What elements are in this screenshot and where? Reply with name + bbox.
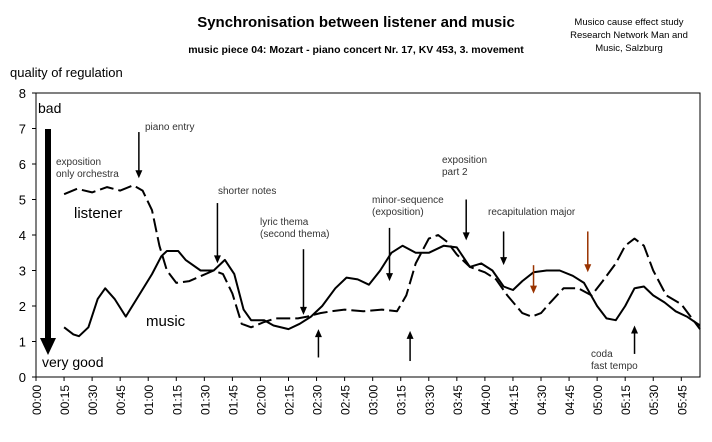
annotation-arrow-head [299,306,307,315]
annotation-line: part 2 [442,167,468,178]
annotation-arrow-head [500,257,508,266]
y-tick-label: 1 [19,335,26,350]
annotation-line: lyric thema [260,217,309,228]
x-axis: 00:00 00:15 00:30 00:45 01:00 01:15 01:30 01:45… [30,377,689,415]
annotation-line: exposition [56,157,101,168]
credit-line-3: Music, Salzburg [595,43,663,54]
scale-arrow: bad very good [38,100,103,370]
x-tick-label: 04:15 [507,385,521,415]
x-tick-label: 05:15 [619,385,633,415]
plot-area [35,92,701,378]
series-line-music [63,244,701,338]
x-tick-label: 01:15 [170,385,184,415]
x-tick-label: 04:30 [535,385,549,415]
series-label-listener: listener [74,205,122,222]
series-line-listener [63,184,701,330]
annotation-recapitulation: recapitulation major [488,207,576,218]
annotation-arrow-head [135,170,143,179]
annotation-line: fast tempo [591,361,638,372]
y-tick-label: 8 [19,86,26,101]
annotation-line: (exposition) [372,207,424,218]
series-label-music: music [146,313,186,330]
x-tick-label: 01:45 [226,385,240,415]
scale-bottom-label: very good [42,354,103,370]
annotation-arrow-head [386,273,394,282]
y-tick-label: 3 [19,264,26,279]
y-tick-label: 2 [19,299,26,314]
x-tick-label: 03:00 [367,385,381,415]
annotation-line: piano entry [145,122,194,133]
x-tick-label: 03:15 [395,385,409,415]
scale-arrow-head [40,338,56,355]
annotation-exposition-part2: exposition part 2 [442,155,490,178]
annotation-lyric-thema: lyric thema (second thema) [260,217,329,240]
scale-top-label: bad [38,100,61,116]
x-tick-label: 02:45 [339,385,353,415]
annotation-line: minor-sequence [372,195,444,206]
x-tick-label: 02:15 [283,385,297,415]
x-tick-label: 05:00 [591,385,605,415]
y-axis: 0 1 2 3 4 5 6 7 8 [19,86,36,385]
series-group [63,184,701,338]
y-tick-label: 4 [19,228,26,243]
x-tick-label: 02:30 [311,385,325,415]
y-tick-label: 7 [19,122,26,137]
x-tick-label: 05:30 [647,385,661,415]
annotation-line: only orchestra [56,169,119,180]
annotation-line: (second thema) [260,229,329,240]
x-tick-label: 00:45 [114,385,128,415]
annotation-line: exposition [442,155,487,166]
chart-subtitle: music piece 04: Mozart - piano concert N… [188,44,524,56]
x-tick-label: 00:15 [58,385,72,415]
arrows-group [135,132,639,362]
x-tick-label: 01:00 [142,385,156,415]
annotation-arrow-head [314,329,322,338]
x-tick-label: 03:45 [451,385,465,415]
x-tick-label: 00:30 [86,385,100,415]
annotation-piano-entry: piano entry [145,122,194,133]
annotation-arrow-head [530,285,538,294]
annotations-group: exposition only orchestra piano entry sh… [56,122,638,372]
annotation-line: coda [591,349,613,360]
x-tick-label: 01:30 [198,385,212,415]
chart-credit: Musico cause effect study Research Netwo… [554,16,704,55]
chart-title: Synchronisation between listener and mus… [197,14,515,31]
x-tick-label: 04:00 [479,385,493,415]
x-tick-label: 04:45 [563,385,577,415]
annotation-arrow-head [213,255,221,264]
annotation-arrow-head [584,264,592,273]
annotation-arrow-head [462,232,470,241]
y-tick-label: 0 [19,370,26,385]
annotation-line: recapitulation major [488,207,576,218]
annotation-line: shorter notes [218,186,276,197]
x-tick-label: 05:45 [675,385,689,415]
x-tick-label: 03:30 [423,385,437,415]
annotation-arrow-head [631,325,639,334]
credit-line-2: Research Network Man and [570,30,688,41]
y-tick-label: 6 [19,157,26,172]
y-tick-label: 5 [19,193,26,208]
x-tick-label: 02:00 [254,385,268,415]
x-tick-label: 00:00 [30,385,44,415]
annotation-minor-sequence: minor-sequence (exposition) [372,195,447,218]
y-axis-label: quality of regulation [10,65,123,80]
annotation-coda: coda fast tempo [591,349,638,372]
annotation-arrow-head [406,330,414,339]
credit-line-1: Musico cause effect study [574,17,684,28]
annotation-exposition-orchestra: exposition only orchestra [56,157,119,180]
annotation-shorter-notes: shorter notes [218,186,276,197]
